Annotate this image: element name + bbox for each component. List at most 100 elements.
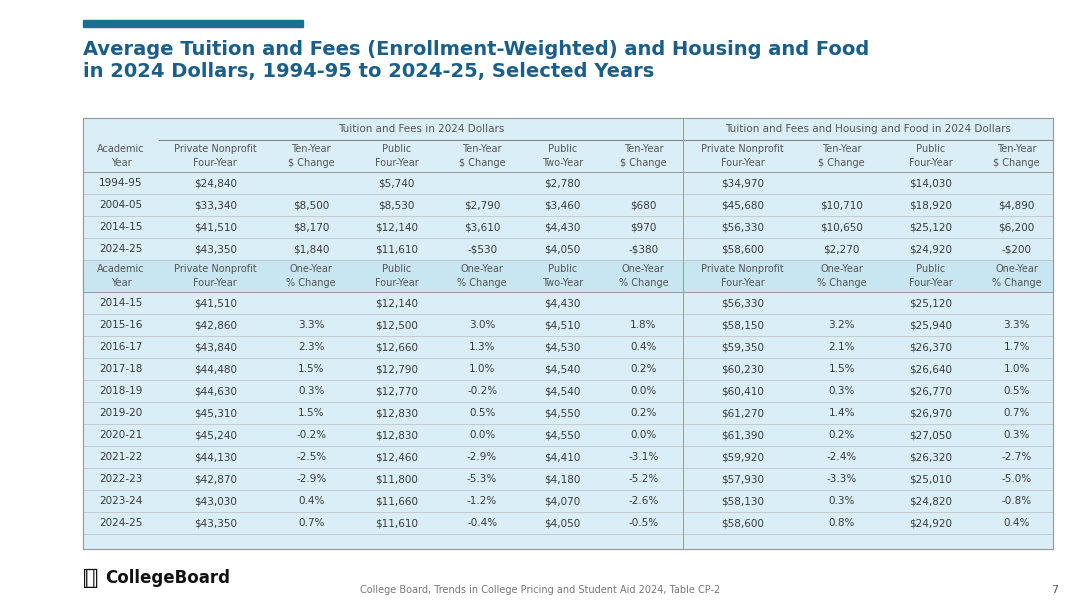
- Text: 0.4%: 0.4%: [298, 496, 324, 506]
- Text: Private Nonprofit
Four-Year: Private Nonprofit Four-Year: [701, 144, 784, 168]
- Text: 0.3%: 0.3%: [828, 386, 854, 396]
- Bar: [83, 118, 1053, 549]
- Text: $5,740: $5,740: [378, 178, 415, 188]
- Text: Ten-Year
$ Change: Ten-Year $ Change: [819, 144, 865, 168]
- Text: 7: 7: [1052, 585, 1058, 595]
- Text: 2016-17: 2016-17: [99, 342, 143, 352]
- Text: 0.2%: 0.2%: [828, 430, 854, 440]
- Text: -1.2%: -1.2%: [467, 496, 497, 506]
- Text: -3.3%: -3.3%: [826, 474, 856, 484]
- Text: 1.8%: 1.8%: [630, 320, 657, 330]
- Text: $4,430: $4,430: [544, 298, 581, 308]
- Text: College Board, Trends in College Pricing and Student Aid 2024, Table CP-2: College Board, Trends in College Pricing…: [360, 585, 720, 595]
- Text: $26,770: $26,770: [909, 386, 953, 396]
- Text: -0.4%: -0.4%: [467, 518, 497, 528]
- Text: $4,540: $4,540: [544, 364, 581, 374]
- Text: 1994-95: 1994-95: [99, 178, 143, 188]
- Text: $43,030: $43,030: [194, 496, 237, 506]
- Text: 2020-21: 2020-21: [99, 430, 143, 440]
- Text: 0.8%: 0.8%: [828, 518, 854, 528]
- Text: $4,050: $4,050: [544, 244, 581, 254]
- Text: 2024-25: 2024-25: [99, 518, 143, 528]
- Text: $24,920: $24,920: [909, 518, 953, 528]
- Text: $11,800: $11,800: [375, 474, 418, 484]
- Text: Ten-Year
$ Change: Ten-Year $ Change: [288, 144, 335, 168]
- Text: CollegeBoard: CollegeBoard: [105, 569, 230, 587]
- Text: $4,530: $4,530: [544, 342, 581, 352]
- Text: 2014-15: 2014-15: [99, 298, 143, 308]
- Text: One-Year
% Change: One-Year % Change: [991, 264, 1041, 288]
- Text: $4,510: $4,510: [544, 320, 581, 330]
- Text: $4,180: $4,180: [544, 474, 581, 484]
- Text: $25,120: $25,120: [909, 222, 953, 232]
- Text: -0.8%: -0.8%: [1001, 496, 1031, 506]
- Text: $34,970: $34,970: [721, 178, 764, 188]
- Text: $4,550: $4,550: [544, 430, 581, 440]
- Text: 2023-24: 2023-24: [99, 496, 143, 506]
- Text: 3.3%: 3.3%: [1003, 320, 1030, 330]
- Text: Average Tuition and Fees (Enrollment-Weighted) and Housing and Food: Average Tuition and Fees (Enrollment-Wei…: [83, 40, 869, 59]
- Text: 1.5%: 1.5%: [298, 408, 324, 418]
- Text: $43,350: $43,350: [193, 518, 237, 528]
- Text: 1.0%: 1.0%: [469, 364, 496, 374]
- Text: -3.1%: -3.1%: [629, 452, 659, 462]
- Bar: [83, 118, 1053, 549]
- Text: $44,130: $44,130: [193, 452, 237, 462]
- Text: $24,840: $24,840: [193, 178, 237, 188]
- Text: 0.2%: 0.2%: [631, 408, 657, 418]
- Text: $26,370: $26,370: [909, 342, 953, 352]
- Text: $56,330: $56,330: [721, 222, 764, 232]
- Text: 0.5%: 0.5%: [1003, 386, 1030, 396]
- Text: 1.0%: 1.0%: [1003, 364, 1030, 374]
- Text: Public
Four-Year: Public Four-Year: [909, 264, 953, 288]
- Text: $25,120: $25,120: [909, 298, 953, 308]
- Text: Private Nonprofit
Four-Year: Private Nonprofit Four-Year: [174, 264, 257, 288]
- Text: 2.3%: 2.3%: [298, 342, 324, 352]
- Text: $11,660: $11,660: [375, 496, 418, 506]
- Text: 2017-18: 2017-18: [99, 364, 143, 374]
- Text: -5.3%: -5.3%: [467, 474, 497, 484]
- Text: $24,920: $24,920: [909, 244, 953, 254]
- Text: $12,460: $12,460: [375, 452, 418, 462]
- Text: $26,320: $26,320: [909, 452, 953, 462]
- Bar: [83, 260, 1053, 292]
- Text: Private Nonprofit
Four-Year: Private Nonprofit Four-Year: [701, 264, 784, 288]
- Text: -5.0%: -5.0%: [1001, 474, 1031, 484]
- Text: -$380: -$380: [629, 244, 659, 254]
- Text: $33,340: $33,340: [193, 200, 237, 210]
- Text: $59,920: $59,920: [721, 452, 764, 462]
- Text: 1.5%: 1.5%: [298, 364, 324, 374]
- Text: 0.3%: 0.3%: [828, 496, 854, 506]
- Text: -2.6%: -2.6%: [629, 496, 659, 506]
- Text: $4,430: $4,430: [544, 222, 581, 232]
- Text: in 2024 Dollars, 1994-95 to 2024-25, Selected Years: in 2024 Dollars, 1994-95 to 2024-25, Sel…: [83, 62, 654, 81]
- Text: -0.2%: -0.2%: [467, 386, 497, 396]
- Text: $24,820: $24,820: [909, 496, 953, 506]
- Text: 0.3%: 0.3%: [1003, 430, 1030, 440]
- Text: $11,610: $11,610: [375, 518, 418, 528]
- Text: $43,840: $43,840: [193, 342, 237, 352]
- Text: -2.7%: -2.7%: [1001, 452, 1031, 462]
- Text: $25,940: $25,940: [909, 320, 953, 330]
- Text: Tuition and Fees and Housing and Food in 2024 Dollars: Tuition and Fees and Housing and Food in…: [725, 124, 1011, 134]
- Text: $44,630: $44,630: [193, 386, 237, 396]
- Text: 1.5%: 1.5%: [828, 364, 855, 374]
- Text: $60,410: $60,410: [721, 386, 764, 396]
- Text: 3.3%: 3.3%: [298, 320, 324, 330]
- Text: $45,680: $45,680: [721, 200, 764, 210]
- Text: Ten-Year
$ Change: Ten-Year $ Change: [994, 144, 1040, 168]
- Text: Public
Two-Year: Public Two-Year: [542, 264, 583, 288]
- Text: $12,140: $12,140: [375, 222, 418, 232]
- Text: $27,050: $27,050: [909, 430, 953, 440]
- Text: $4,890: $4,890: [998, 200, 1035, 210]
- Text: $12,830: $12,830: [375, 408, 418, 418]
- Text: Public
Two-Year: Public Two-Year: [542, 144, 583, 168]
- Text: $4,070: $4,070: [544, 496, 581, 506]
- Text: Public
Four-Year: Public Four-Year: [909, 144, 953, 168]
- Text: 0.0%: 0.0%: [469, 430, 496, 440]
- Text: 2014-15: 2014-15: [99, 222, 143, 232]
- Text: $58,600: $58,600: [721, 244, 764, 254]
- Text: $8,530: $8,530: [378, 200, 415, 210]
- Text: Tuition and Fees in 2024 Dollars: Tuition and Fees in 2024 Dollars: [338, 124, 504, 134]
- Text: 0.7%: 0.7%: [1003, 408, 1030, 418]
